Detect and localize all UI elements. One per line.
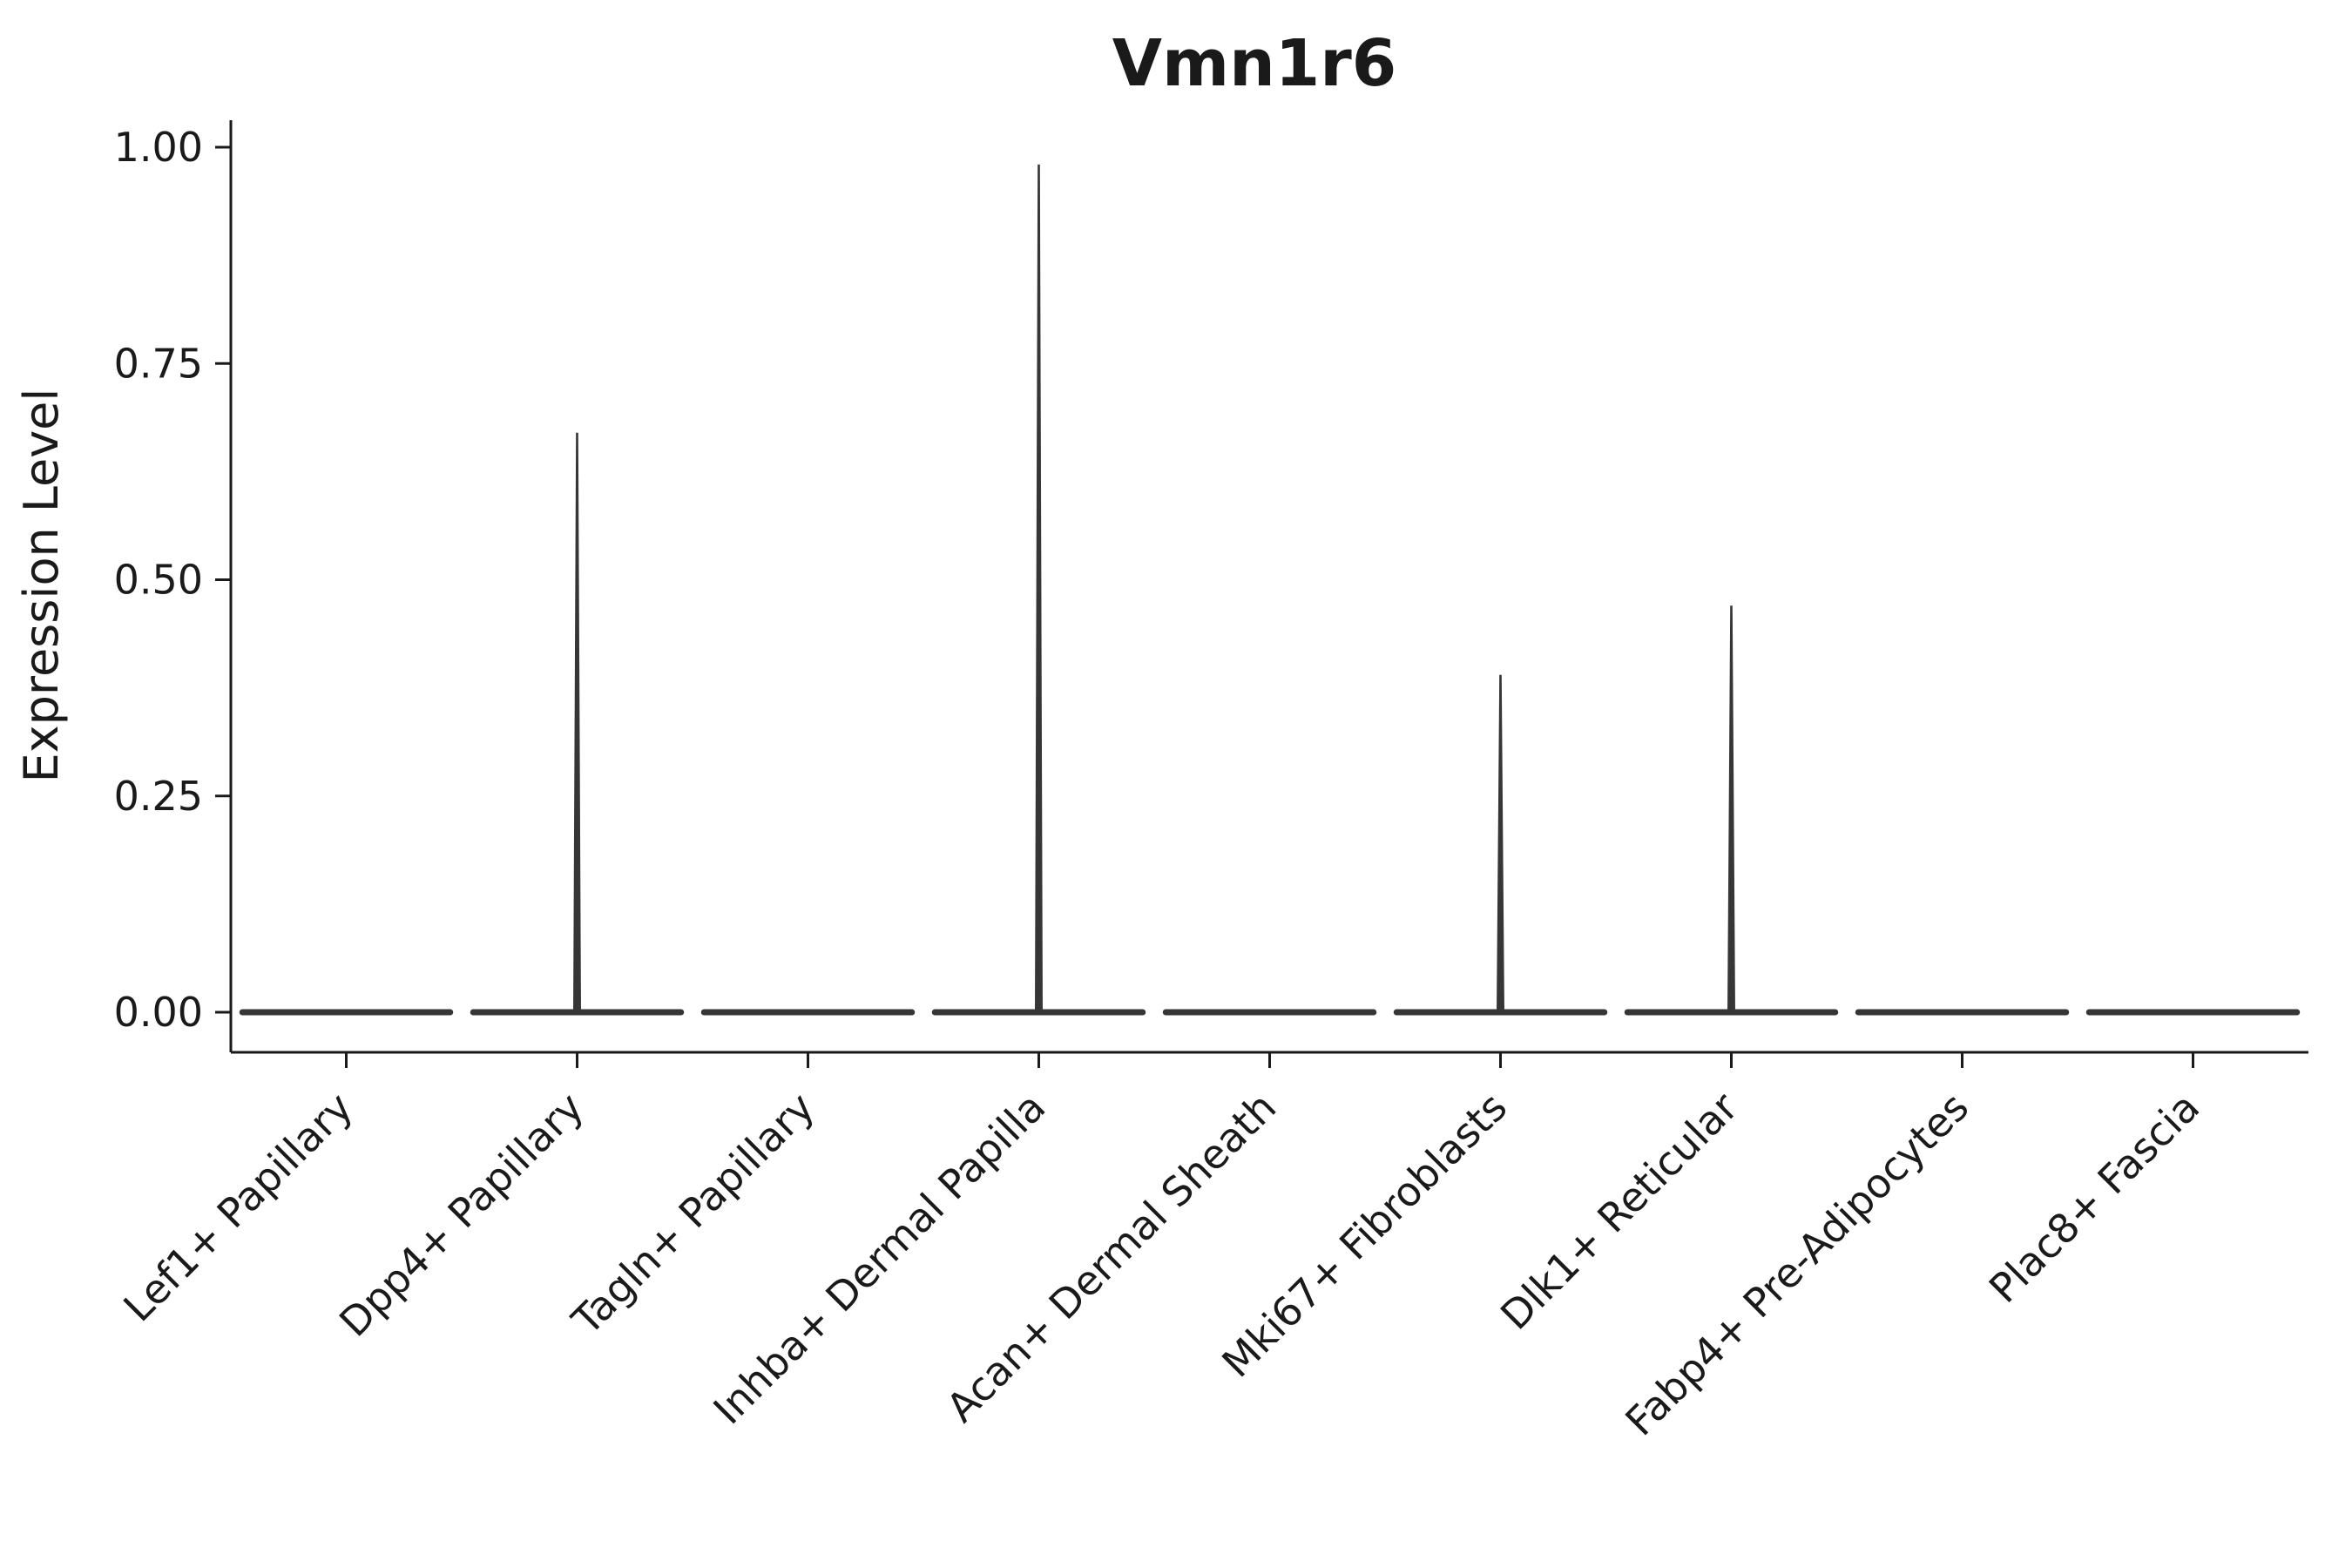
axes-group: [229, 120, 2308, 1054]
x-tick-label: Dlk1+ Reticular: [1491, 1084, 1747, 1339]
violin-spike: [1035, 164, 1043, 1015]
y-tick-label: 1.00: [114, 124, 203, 171]
violin-spike: [573, 432, 581, 1014]
y-tick-label: 0.00: [114, 989, 203, 1036]
violin-spike: [1727, 605, 1735, 1014]
violins-group: [239, 164, 2301, 1016]
y-tick-label: 0.50: [114, 557, 203, 604]
y-axis-label: Expression Level: [14, 389, 69, 783]
y-tick-label: 0.25: [114, 773, 203, 820]
chart-title: Vmn1r6: [1112, 26, 1397, 101]
x-tick-label: Tagln+ Papillary: [563, 1084, 824, 1345]
y-tick-label: 0.75: [114, 340, 203, 387]
x-tick-label: Plac8+ Fascia: [1980, 1084, 2208, 1312]
y-ticks-group: 0.00 0.25 0.50 0.75 1.00: [114, 124, 231, 1036]
x-tick-label: Lef1+ Papillary: [114, 1084, 362, 1331]
violin-spike: [1497, 674, 1504, 1014]
x-tick-label: Dpp4+ Papillary: [330, 1084, 592, 1346]
